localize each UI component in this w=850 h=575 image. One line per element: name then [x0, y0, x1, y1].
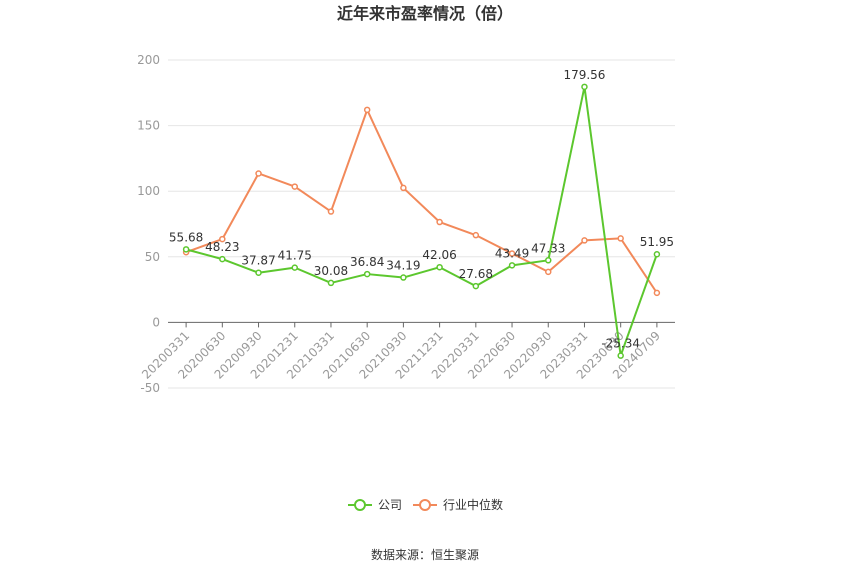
data-point[interactable]	[219, 255, 226, 263]
data-label: 43.49	[495, 246, 529, 260]
legend-label-company: 公司	[378, 498, 402, 512]
chart-title: 近年来市盈率情况（倍）	[337, 4, 513, 23]
series-line-industry-median	[185, 108, 658, 294]
y-tick-label: 100	[137, 184, 160, 198]
y-axis: -50 0 50 100 150 200	[137, 53, 160, 395]
data-label: 36.84	[350, 255, 384, 269]
data-point[interactable]	[545, 257, 552, 264]
data-point[interactable]	[400, 274, 407, 281]
data-label: 37.87	[241, 254, 275, 268]
data-point[interactable]	[508, 262, 516, 269]
source-note: 数据来源：恒生聚源	[371, 547, 479, 562]
data-point[interactable]	[472, 282, 480, 290]
data-label: 48.23	[205, 240, 239, 254]
data-point[interactable]	[617, 352, 624, 359]
legend-item-industry-median[interactable]: 行业中位数	[413, 497, 503, 512]
data-label: 179.56	[563, 68, 605, 82]
legend-marker-industry-median	[419, 499, 431, 511]
data-point[interactable]	[653, 250, 661, 258]
data-label: 42.06	[422, 248, 456, 262]
data-point[interactable]	[472, 231, 480, 239]
data-label: 47.33	[531, 241, 565, 255]
grid	[168, 59, 675, 389]
data-point[interactable]	[617, 235, 624, 242]
series-group	[182, 83, 661, 359]
data-point[interactable]	[327, 279, 335, 287]
y-tick-label: 200	[137, 53, 160, 67]
data-point[interactable]	[182, 246, 190, 253]
series-line-company	[185, 85, 658, 357]
y-tick-label: -50	[140, 381, 160, 395]
y-tick-label: 150	[137, 119, 160, 133]
data-point[interactable]	[363, 106, 371, 114]
data-label: 55.68	[169, 230, 203, 244]
data-point[interactable]	[436, 263, 443, 271]
data-label: -25.34	[601, 337, 640, 351]
data-point[interactable]	[291, 264, 298, 271]
data-point[interactable]	[400, 184, 407, 192]
data-point[interactable]	[255, 269, 262, 276]
legend-item-company[interactable]: 公司	[348, 498, 402, 512]
data-point[interactable]	[653, 289, 661, 297]
data-point[interactable]	[291, 183, 298, 190]
data-point[interactable]	[219, 235, 226, 243]
data-point[interactable]	[581, 83, 588, 91]
legend-label-industry-median: 行业中位数	[443, 497, 503, 512]
data-point[interactable]	[545, 268, 552, 276]
data-label: 34.19	[386, 259, 420, 273]
data-label: 27.68	[459, 267, 493, 281]
data-point[interactable]	[581, 237, 588, 244]
legend[interactable]: 公司 行业中位数	[348, 497, 503, 512]
y-tick-label: 0	[152, 315, 160, 329]
legend-marker-company	[354, 499, 366, 511]
data-point[interactable]	[363, 270, 371, 278]
data-point[interactable]	[255, 170, 262, 177]
data-label: 41.75	[278, 249, 312, 263]
data-point[interactable]	[508, 250, 516, 257]
data-label: 30.08	[314, 264, 348, 278]
data-label: 51.95	[640, 235, 674, 249]
data-point[interactable]	[436, 218, 443, 226]
y-tick-label: 50	[145, 250, 160, 264]
x-axis: 2020033120200630202009302020123120210331…	[139, 322, 663, 382]
data-point[interactable]	[327, 208, 335, 215]
